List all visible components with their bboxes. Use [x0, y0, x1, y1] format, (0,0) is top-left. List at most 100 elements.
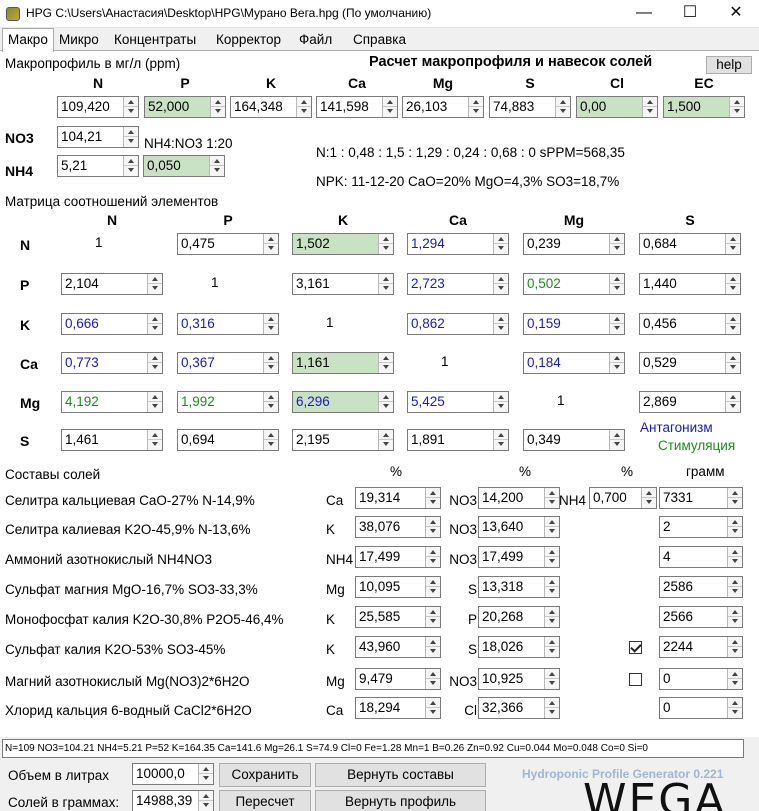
spin-arrows-icon[interactable]	[544, 547, 559, 567]
matrix-cell-n-p[interactable]: 0,475	[177, 233, 279, 255]
salt-pct1-input-6[interactable]: 43,960	[355, 636, 441, 658]
spin-arrows-icon[interactable]	[725, 234, 740, 254]
spin-arrows-icon[interactable]	[210, 97, 225, 117]
salt-pct1-input-4[interactable]: 10,095	[355, 576, 441, 598]
salt-grams-input-8[interactable]: 0	[659, 697, 743, 719]
spin-arrows-icon[interactable]	[544, 607, 559, 627]
spin-arrows-icon[interactable]	[209, 156, 224, 176]
spin-arrows-icon[interactable]	[123, 97, 138, 117]
element-input-cl[interactable]: 0,00	[576, 96, 658, 118]
spin-arrows-icon[interactable]	[725, 314, 740, 334]
spin-arrows-icon[interactable]	[727, 577, 742, 597]
element-input-mg[interactable]: 26,103	[402, 96, 484, 118]
spin-arrows-icon[interactable]	[609, 314, 624, 334]
salt-pct1-input-8[interactable]: 18,294	[355, 697, 441, 719]
salt-pct2-input-7[interactable]: 10,925	[478, 668, 560, 690]
matrix-cell-s-mg[interactable]: 0,349	[523, 429, 625, 451]
nh4-ratio-input[interactable]: 0,050	[143, 155, 225, 177]
salt-include-checkbox-6[interactable]	[629, 641, 642, 654]
spin-arrows-icon[interactable]	[147, 430, 162, 450]
salt-pct1-input-7[interactable]: 9,479	[355, 668, 441, 690]
spin-arrows-icon[interactable]	[425, 607, 440, 627]
salt-include-checkbox-7[interactable]	[629, 673, 642, 686]
spin-arrows-icon[interactable]	[147, 314, 162, 334]
spin-arrows-icon[interactable]	[147, 274, 162, 294]
spin-arrows-icon[interactable]	[263, 234, 278, 254]
tab-corrector[interactable]: Корректор	[216, 32, 282, 47]
spin-arrows-icon[interactable]	[493, 392, 508, 412]
restore-profile-button[interactable]: Вернуть профиль	[315, 790, 486, 811]
salt-grams-input-5[interactable]: 2566	[659, 606, 743, 628]
salt-grams-input-1[interactable]: 7331	[659, 487, 743, 509]
spin-arrows-icon[interactable]	[263, 392, 278, 412]
spin-arrows-icon[interactable]	[641, 488, 656, 508]
tab-file[interactable]: Файл	[299, 32, 333, 47]
tab-micro[interactable]: Микро	[59, 32, 99, 47]
spin-arrows-icon[interactable]	[725, 274, 740, 294]
salt-pct2-input-1[interactable]: 14,200	[478, 487, 560, 509]
volume-input[interactable]: 10000,0	[132, 763, 214, 785]
spin-arrows-icon[interactable]	[555, 97, 570, 117]
salt-pct2-input-6[interactable]: 18,026	[478, 636, 560, 658]
salt-pct2-input-8[interactable]: 32,366	[478, 697, 560, 719]
spin-arrows-icon[interactable]	[493, 430, 508, 450]
help-button[interactable]: help	[706, 56, 752, 74]
spin-arrows-icon[interactable]	[425, 698, 440, 718]
matrix-cell-s-ca[interactable]: 1,891	[407, 429, 509, 451]
matrix-cell-k-mg[interactable]: 0,159	[523, 313, 625, 335]
salt-pct2-input-3[interactable]: 17,499	[478, 546, 560, 568]
save-button[interactable]: Сохранить	[219, 763, 311, 787]
spin-arrows-icon[interactable]	[609, 353, 624, 373]
salt-pct1-input-5[interactable]: 25,585	[355, 606, 441, 628]
spin-arrows-icon[interactable]	[378, 353, 393, 373]
recalc-button[interactable]: Пересчет	[219, 790, 311, 811]
spin-arrows-icon[interactable]	[725, 353, 740, 373]
element-input-ca[interactable]: 141,598	[316, 96, 398, 118]
spin-arrows-icon[interactable]	[198, 791, 213, 811]
salt-pct2-input-5[interactable]: 20,268	[478, 606, 560, 628]
matrix-cell-mg-p[interactable]: 1,992	[177, 391, 279, 413]
spin-arrows-icon[interactable]	[378, 234, 393, 254]
matrix-cell-p-ca[interactable]: 2,723	[407, 273, 509, 295]
spin-arrows-icon[interactable]	[544, 517, 559, 537]
matrix-cell-mg-ca[interactable]: 5,425	[407, 391, 509, 413]
spin-arrows-icon[interactable]	[642, 97, 657, 117]
spin-arrows-icon[interactable]	[544, 577, 559, 597]
matrix-cell-p-k[interactable]: 3,161	[292, 273, 394, 295]
salt-grams-input-4[interactable]: 2586	[659, 576, 743, 598]
salt-grams-input-6[interactable]: 2244	[659, 636, 743, 658]
element-input-s[interactable]: 74,883	[489, 96, 571, 118]
spin-arrows-icon[interactable]	[544, 488, 559, 508]
matrix-cell-k-p[interactable]: 0,316	[177, 313, 279, 335]
spin-arrows-icon[interactable]	[147, 353, 162, 373]
spin-arrows-icon[interactable]	[425, 669, 440, 689]
spin-arrows-icon[interactable]	[468, 97, 483, 117]
salt-pct1-input-1[interactable]: 19,314	[355, 487, 441, 509]
tab-concentrates[interactable]: Концентраты	[114, 32, 197, 47]
salts-grams-input[interactable]: 14988,39	[132, 790, 214, 811]
matrix-cell-n-s[interactable]: 0,684	[639, 233, 741, 255]
matrix-cell-ca-n[interactable]: 0,773	[61, 352, 163, 374]
spin-arrows-icon[interactable]	[727, 607, 742, 627]
spin-arrows-icon[interactable]	[378, 392, 393, 412]
spin-arrows-icon[interactable]	[609, 234, 624, 254]
spin-arrows-icon[interactable]	[609, 430, 624, 450]
tab-help[interactable]: Справка	[353, 32, 406, 47]
spin-arrows-icon[interactable]	[296, 97, 311, 117]
spin-arrows-icon[interactable]	[727, 637, 742, 657]
spin-arrows-icon[interactable]	[727, 669, 742, 689]
spin-arrows-icon[interactable]	[493, 234, 508, 254]
no3-input[interactable]: 104,21	[57, 126, 139, 148]
spin-arrows-icon[interactable]	[263, 314, 278, 334]
spin-arrows-icon[interactable]	[493, 314, 508, 334]
tab-macro[interactable]: Макро	[2, 28, 54, 52]
spin-arrows-icon[interactable]	[263, 430, 278, 450]
salt-grams-input-7[interactable]: 0	[659, 668, 743, 690]
spin-arrows-icon[interactable]	[378, 274, 393, 294]
salt-pct1-input-3[interactable]: 17,499	[355, 546, 441, 568]
spin-arrows-icon[interactable]	[727, 488, 742, 508]
spin-arrows-icon[interactable]	[729, 97, 744, 117]
matrix-cell-n-k[interactable]: 1,502	[292, 233, 394, 255]
spin-arrows-icon[interactable]	[493, 274, 508, 294]
matrix-cell-n-mg[interactable]: 0,239	[523, 233, 625, 255]
